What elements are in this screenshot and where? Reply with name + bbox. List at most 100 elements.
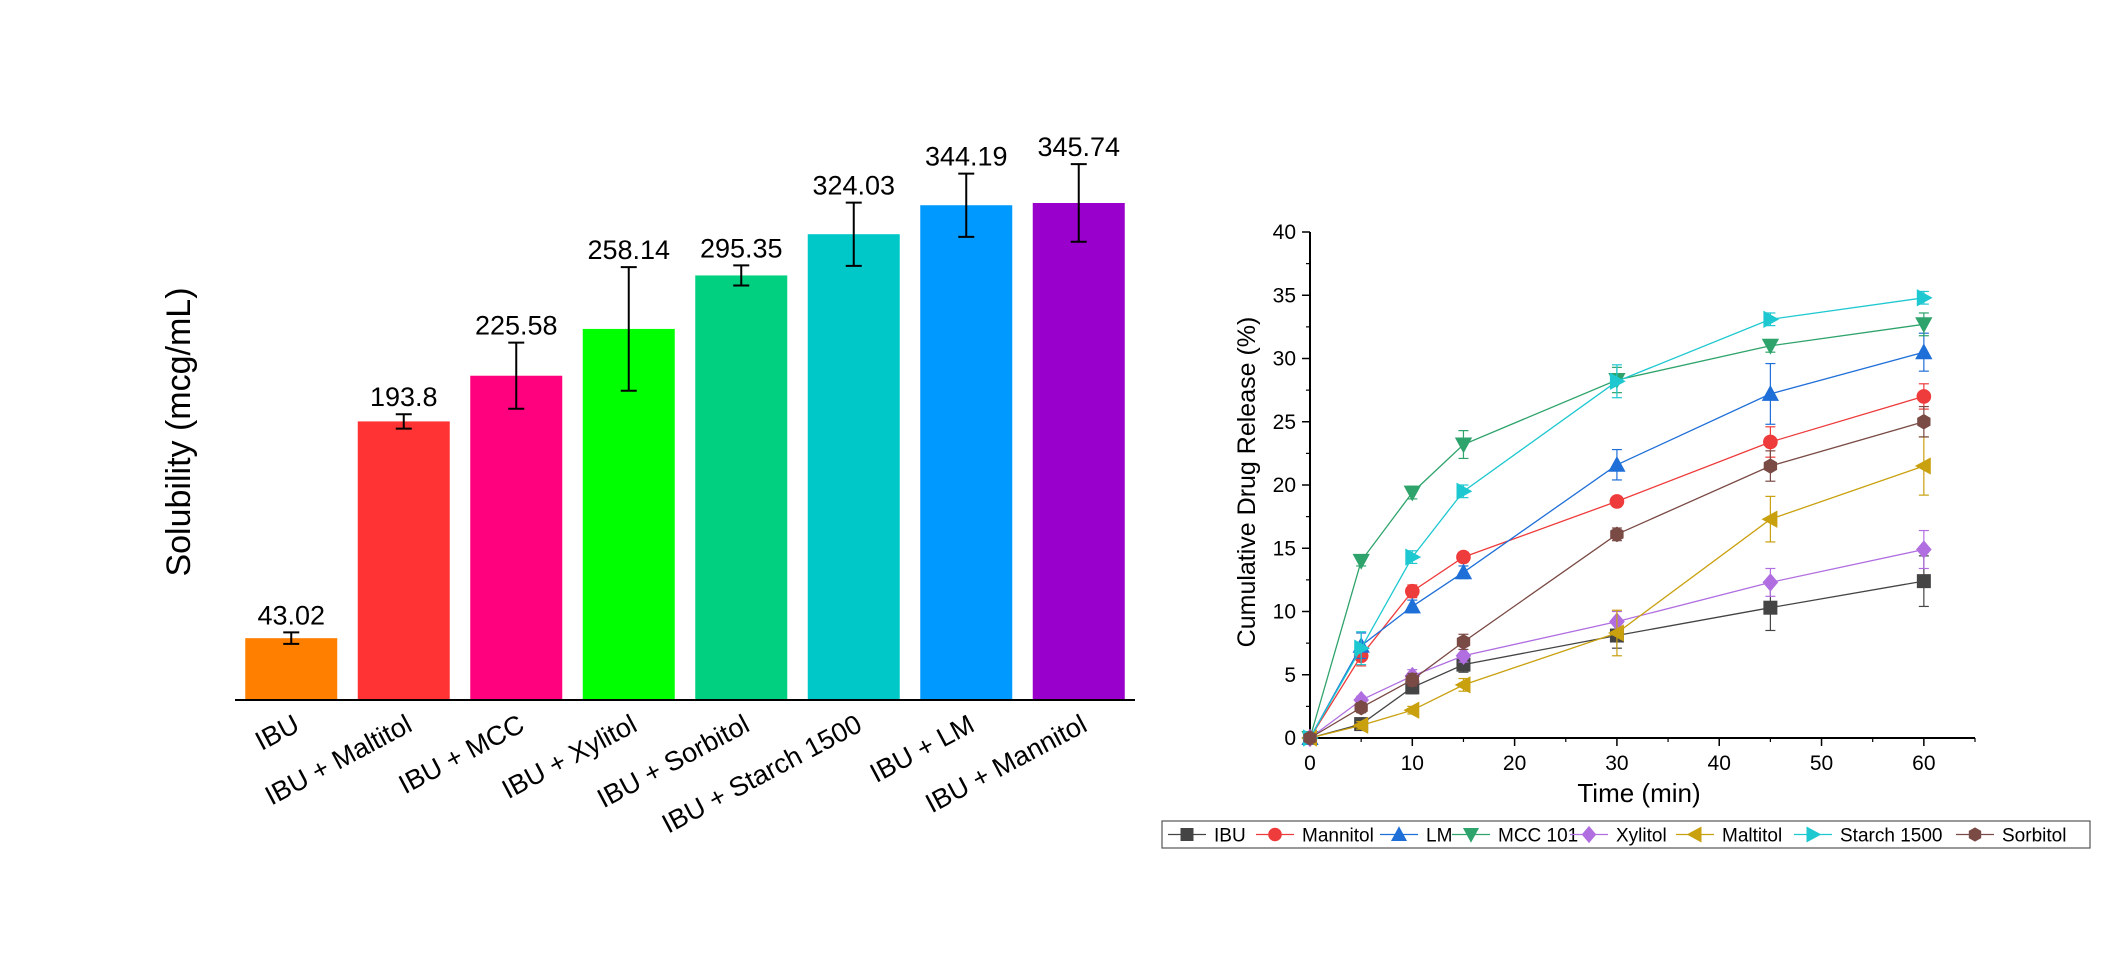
bar-error-bar-1 bbox=[283, 631, 300, 645]
bar-value-label-5: 295.35 bbox=[700, 233, 783, 263]
legend-label: Maltitol bbox=[1722, 826, 1782, 847]
legend-label: Sorbitol bbox=[2002, 826, 2066, 847]
bar-value-label-2: 193.8 bbox=[370, 382, 438, 412]
data-point bbox=[1303, 730, 1317, 746]
data-point bbox=[1403, 485, 1421, 502]
series-line-7 bbox=[1309, 297, 1924, 739]
line-chart: Cumulative Drug Release (%) Time (min) 0… bbox=[1233, 221, 1976, 808]
x-tick-label-5: 50 bbox=[1810, 752, 1833, 775]
legend-marker bbox=[1462, 828, 1480, 843]
bar-3 bbox=[470, 375, 563, 700]
y-tick-label-8: 40 bbox=[1273, 221, 1296, 244]
legend-label: Mannitol bbox=[1302, 826, 1374, 847]
data-point bbox=[1352, 553, 1370, 570]
data-point bbox=[1917, 414, 1931, 430]
bar-5 bbox=[695, 275, 788, 700]
data-point bbox=[1916, 574, 1931, 589]
data-point bbox=[1608, 455, 1626, 472]
data-point bbox=[1610, 526, 1624, 543]
legend-marker bbox=[1268, 827, 1282, 842]
series-maltitol bbox=[1301, 436, 1931, 747]
legend-marker bbox=[1390, 826, 1408, 841]
legend-label: Starch 1500 bbox=[1840, 826, 1942, 847]
bar-error-bar-5 bbox=[733, 264, 750, 287]
series-line-2 bbox=[1309, 395, 1924, 739]
data-point bbox=[1404, 583, 1420, 599]
series-starch-1500 bbox=[1303, 289, 1933, 747]
x-tick-label-0: 0 bbox=[1304, 752, 1316, 775]
x-tick-label-1: 10 bbox=[1401, 752, 1424, 775]
data-point bbox=[1916, 289, 1933, 307]
bar-value-label-1: 43.02 bbox=[257, 600, 325, 630]
data-point bbox=[1914, 457, 1931, 475]
y-tick-label-0: 0 bbox=[1284, 727, 1296, 750]
y-tick-label-7: 35 bbox=[1273, 284, 1296, 307]
bar-category-label-1: IBU bbox=[250, 709, 304, 757]
y-tick-label-1: 5 bbox=[1284, 664, 1296, 687]
legend-label: Xylitol bbox=[1616, 826, 1667, 847]
data-point bbox=[1761, 338, 1780, 355]
data-point bbox=[1761, 510, 1778, 528]
bar-1 bbox=[245, 638, 338, 700]
bar-2 bbox=[357, 421, 450, 700]
data-point bbox=[1403, 597, 1421, 614]
data-point bbox=[1352, 716, 1369, 734]
legend-entry-8: Sorbitol bbox=[1956, 826, 2066, 847]
bar-6 bbox=[807, 234, 900, 700]
data-point bbox=[1456, 482, 1473, 500]
bar-error-bar-7 bbox=[958, 172, 975, 238]
data-point bbox=[1915, 317, 1933, 334]
data-point bbox=[1763, 458, 1778, 474]
x-tick-label-3: 30 bbox=[1605, 752, 1628, 775]
y-tick-label-3: 15 bbox=[1273, 537, 1296, 560]
data-point bbox=[1454, 676, 1471, 694]
bar-value-label-4: 258.14 bbox=[587, 235, 670, 265]
data-point bbox=[1763, 310, 1780, 328]
legend-label: MCC 101 bbox=[1498, 826, 1578, 847]
y-tick-label-5: 25 bbox=[1273, 411, 1296, 434]
legend-entry-7: Starch 1500 bbox=[1794, 826, 1942, 847]
data-point bbox=[1354, 699, 1368, 716]
data-point bbox=[1454, 437, 1473, 454]
legend-entry-4: MCC 101 bbox=[1452, 826, 1578, 847]
legend-marker bbox=[1180, 828, 1194, 841]
legend-marker bbox=[1686, 826, 1702, 843]
legend-marker bbox=[1968, 827, 1982, 842]
data-point bbox=[1763, 600, 1778, 615]
bar-value-label-7: 344.19 bbox=[925, 142, 1008, 172]
data-point bbox=[1455, 646, 1472, 665]
series-sorbitol bbox=[1303, 405, 1931, 746]
data-point bbox=[1405, 672, 1419, 688]
line-chart-legend: IBU Mannitol LM MCC 101 Xylitol Maltitol Starc… bbox=[1161, 820, 2091, 849]
legend-entry-3: LM bbox=[1380, 826, 1452, 847]
data-point bbox=[1454, 563, 1473, 580]
bar-7 bbox=[920, 205, 1013, 700]
bar-value-label-6: 324.03 bbox=[812, 171, 895, 201]
data-point bbox=[1915, 343, 1933, 360]
bar-value-label-8: 345.74 bbox=[1037, 132, 1120, 162]
bar-error-bar-4 bbox=[620, 266, 637, 392]
y-tick-label-2: 10 bbox=[1273, 601, 1296, 624]
data-point bbox=[1405, 548, 1422, 566]
bar-error-bar-6 bbox=[845, 201, 862, 267]
bar-error-bar-8 bbox=[1070, 163, 1087, 243]
data-point bbox=[1609, 494, 1625, 509]
bar-8 bbox=[1032, 202, 1125, 700]
legend-label: IBU bbox=[1214, 826, 1246, 847]
data-point bbox=[1916, 389, 1932, 404]
data-point bbox=[1609, 372, 1626, 390]
data-point bbox=[1761, 385, 1780, 401]
bar-value-label-3: 225.58 bbox=[475, 311, 558, 341]
legend-entry-1: IBU bbox=[1168, 826, 1246, 847]
line-chart-x-axis-label: Time (min) bbox=[1577, 778, 1700, 808]
legend-marker bbox=[1806, 826, 1822, 843]
legend-frame bbox=[1161, 820, 2091, 849]
data-point bbox=[1763, 434, 1778, 450]
x-tick-label-4: 40 bbox=[1708, 752, 1731, 775]
bar-error-bar-3 bbox=[508, 341, 525, 410]
legend-label: LM bbox=[1426, 826, 1452, 847]
data-point bbox=[1354, 639, 1371, 657]
data-point bbox=[1456, 549, 1471, 565]
